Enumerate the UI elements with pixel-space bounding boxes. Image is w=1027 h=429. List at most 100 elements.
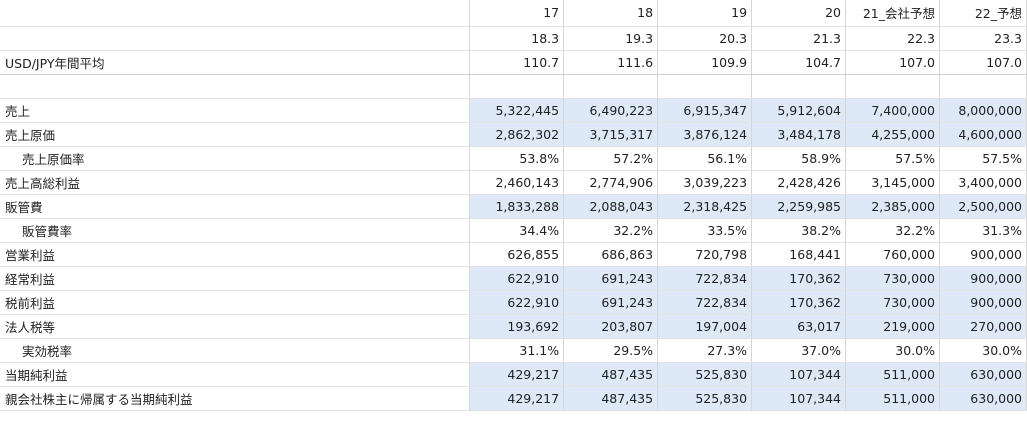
row-label-cell[interactable]: 親会社株主に帰属する当期純利益 xyxy=(0,386,471,411)
value-cell[interactable]: 22.3 xyxy=(845,26,940,51)
value-cell[interactable]: 27.3% xyxy=(657,338,753,363)
value-cell[interactable]: 722,834 xyxy=(657,266,753,291)
row-label-cell[interactable] xyxy=(0,26,471,51)
value-cell[interactable]: 58.9% xyxy=(751,146,846,171)
value-cell[interactable]: 3,400,000 xyxy=(939,170,1027,195)
value-cell[interactable]: 17 xyxy=(469,0,565,27)
empty-cell[interactable] xyxy=(939,74,1027,99)
value-cell[interactable]: 2,774,906 xyxy=(563,170,659,195)
value-cell[interactable]: 6,490,223 xyxy=(563,98,659,123)
value-cell[interactable]: 31.3% xyxy=(939,218,1027,243)
value-cell[interactable]: 525,830 xyxy=(657,386,753,411)
value-cell[interactable]: 730,000 xyxy=(845,290,940,315)
row-label-cell[interactable]: 売上原価 xyxy=(0,122,471,147)
value-cell[interactable]: 21.3 xyxy=(751,26,846,51)
value-cell[interactable]: 5,322,445 xyxy=(469,98,565,123)
value-cell[interactable]: 110.7 xyxy=(469,50,565,75)
value-cell[interactable]: 8,000,000 xyxy=(939,98,1027,123)
value-cell[interactable]: 622,910 xyxy=(469,290,565,315)
value-cell[interactable]: 197,004 xyxy=(657,314,753,339)
value-cell[interactable]: 2,428,426 xyxy=(751,170,846,195)
value-cell[interactable]: 57.5% xyxy=(939,146,1027,171)
value-cell[interactable]: 30.0% xyxy=(845,338,940,363)
empty-cell[interactable] xyxy=(751,74,846,99)
empty-cell[interactable] xyxy=(469,74,565,99)
row-label-cell[interactable]: 当期純利益 xyxy=(0,362,471,387)
value-cell[interactable]: 21_会社予想 xyxy=(845,0,940,27)
row-label-cell[interactable]: 販管費 xyxy=(0,194,471,219)
value-cell[interactable]: 32.2% xyxy=(845,218,940,243)
value-cell[interactable]: 626,855 xyxy=(469,242,565,267)
value-cell[interactable]: 1,833,288 xyxy=(469,194,565,219)
value-cell[interactable]: 3,145,000 xyxy=(845,170,940,195)
value-cell[interactable]: 107.0 xyxy=(939,50,1027,75)
value-cell[interactable]: 511,000 xyxy=(845,362,940,387)
value-cell[interactable]: 107,344 xyxy=(751,386,846,411)
value-cell[interactable]: 33.5% xyxy=(657,218,753,243)
value-cell[interactable]: 900,000 xyxy=(939,290,1027,315)
value-cell[interactable]: 511,000 xyxy=(845,386,940,411)
row-label-cell[interactable]: 実効税率 xyxy=(0,338,471,363)
value-cell[interactable]: 7,400,000 xyxy=(845,98,940,123)
value-cell[interactable]: 23.3 xyxy=(939,26,1027,51)
value-cell[interactable]: 170,362 xyxy=(751,290,846,315)
value-cell[interactable]: 4,255,000 xyxy=(845,122,940,147)
value-cell[interactable]: 2,385,000 xyxy=(845,194,940,219)
value-cell[interactable]: 104.7 xyxy=(751,50,846,75)
value-cell[interactable]: 722,834 xyxy=(657,290,753,315)
value-cell[interactable]: 720,798 xyxy=(657,242,753,267)
value-cell[interactable]: 429,217 xyxy=(469,362,565,387)
value-cell[interactable]: 53.8% xyxy=(469,146,565,171)
value-cell[interactable]: 429,217 xyxy=(469,386,565,411)
value-cell[interactable]: 900,000 xyxy=(939,242,1027,267)
row-label-cell[interactable]: 販管費率 xyxy=(0,218,471,243)
value-cell[interactable]: 57.5% xyxy=(845,146,940,171)
value-cell[interactable]: 219,000 xyxy=(845,314,940,339)
value-cell[interactable]: 29.5% xyxy=(563,338,659,363)
value-cell[interactable]: 193,692 xyxy=(469,314,565,339)
value-cell[interactable]: 525,830 xyxy=(657,362,753,387)
value-cell[interactable]: 622,910 xyxy=(469,266,565,291)
value-cell[interactable]: 3,484,178 xyxy=(751,122,846,147)
value-cell[interactable]: 691,243 xyxy=(563,266,659,291)
row-label-cell[interactable]: 営業利益 xyxy=(0,242,471,267)
value-cell[interactable]: 107.0 xyxy=(845,50,940,75)
value-cell[interactable]: 37.0% xyxy=(751,338,846,363)
empty-cell[interactable] xyxy=(657,74,753,99)
value-cell[interactable]: 18 xyxy=(563,0,659,27)
value-cell[interactable]: 19 xyxy=(657,0,753,27)
value-cell[interactable]: 18.3 xyxy=(469,26,565,51)
row-label-cell[interactable] xyxy=(0,0,471,27)
row-label-cell[interactable]: 税前利益 xyxy=(0,290,471,315)
value-cell[interactable]: 270,000 xyxy=(939,314,1027,339)
row-label-cell[interactable]: 売上高総利益 xyxy=(0,170,471,195)
value-cell[interactable]: 2,500,000 xyxy=(939,194,1027,219)
value-cell[interactable]: 730,000 xyxy=(845,266,940,291)
value-cell[interactable]: 20.3 xyxy=(657,26,753,51)
value-cell[interactable]: 3,715,317 xyxy=(563,122,659,147)
value-cell[interactable]: 32.2% xyxy=(563,218,659,243)
value-cell[interactable]: 107,344 xyxy=(751,362,846,387)
value-cell[interactable]: 20 xyxy=(751,0,846,27)
row-label-cell[interactable]: 売上 xyxy=(0,98,471,123)
value-cell[interactable]: 5,912,604 xyxy=(751,98,846,123)
value-cell[interactable]: 630,000 xyxy=(939,362,1027,387)
value-cell[interactable]: 111.6 xyxy=(563,50,659,75)
value-cell[interactable]: 57.2% xyxy=(563,146,659,171)
value-cell[interactable]: 38.2% xyxy=(751,218,846,243)
value-cell[interactable]: 30.0% xyxy=(939,338,1027,363)
value-cell[interactable]: 2,088,043 xyxy=(563,194,659,219)
value-cell[interactable]: 630,000 xyxy=(939,386,1027,411)
empty-cell[interactable] xyxy=(563,74,659,99)
value-cell[interactable]: 2,259,985 xyxy=(751,194,846,219)
value-cell[interactable]: 22_予想 xyxy=(939,0,1027,27)
value-cell[interactable]: 170,362 xyxy=(751,266,846,291)
value-cell[interactable]: 109.9 xyxy=(657,50,753,75)
value-cell[interactable]: 3,039,223 xyxy=(657,170,753,195)
value-cell[interactable]: 487,435 xyxy=(563,362,659,387)
value-cell[interactable]: 686,863 xyxy=(563,242,659,267)
value-cell[interactable]: 168,441 xyxy=(751,242,846,267)
value-cell[interactable]: 63,017 xyxy=(751,314,846,339)
empty-cell[interactable] xyxy=(0,74,471,99)
value-cell[interactable]: 4,600,000 xyxy=(939,122,1027,147)
